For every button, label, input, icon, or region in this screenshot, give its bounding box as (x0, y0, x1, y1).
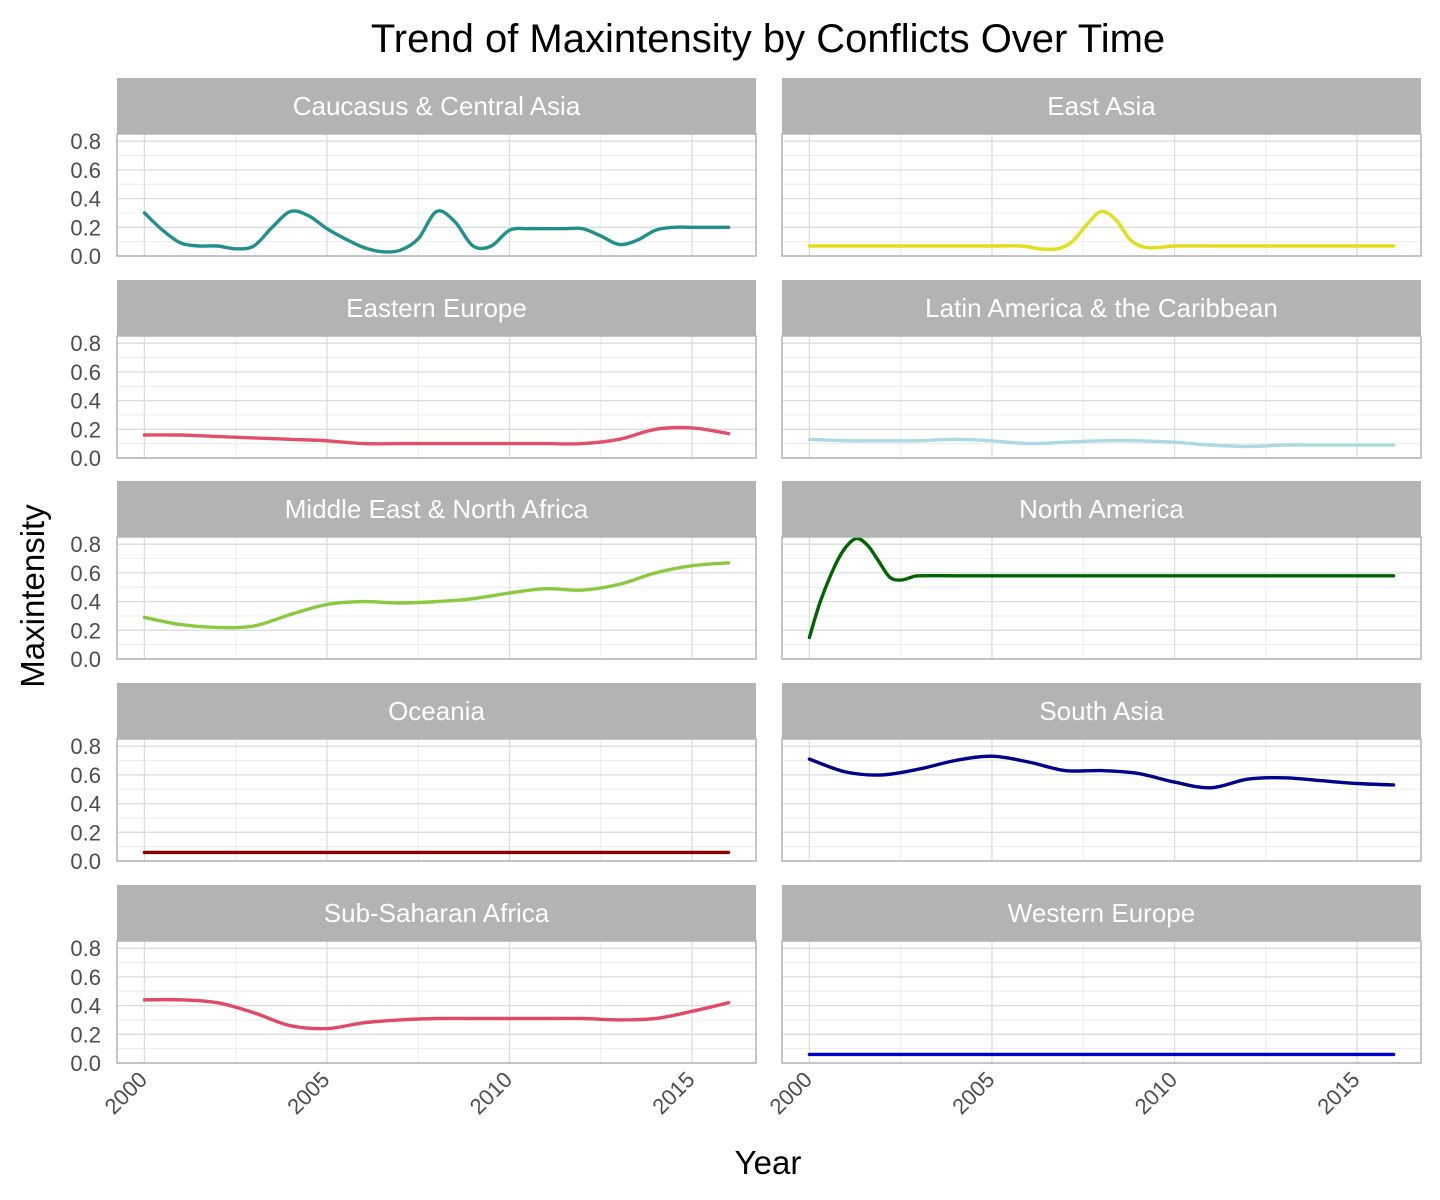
facet-strip (117, 683, 756, 739)
series-line-sub-saharan-africa (142, 997, 731, 1031)
facet-strip (782, 280, 1421, 336)
facet-strip-label: South Asia (1039, 696, 1164, 726)
y-tick-label: 0.8 (70, 936, 101, 961)
facet-panel-western-europe: Western Europe 2000 2005 2010 2015 (765, 885, 1422, 1119)
y-tick-label: 0.2 (70, 1022, 101, 1047)
panel-border (781, 335, 1422, 459)
facet-panel-eastern-europe: Eastern Europe 0.0 0.2 0.4 0.6 0.8 (70, 280, 757, 471)
panel-border (781, 940, 1422, 1064)
plot-background (117, 336, 756, 458)
series-line-east-asia (807, 209, 1396, 252)
y-tick-label: 0.0 (70, 849, 101, 874)
y-tick-label: 0.6 (70, 561, 101, 586)
facet-strip-label: Latin America & the Caribbean (925, 293, 1278, 323)
x-tick-label: 2010 (465, 1067, 517, 1119)
facet-panel-east-asia: East Asia (781, 78, 1422, 257)
y-tick-label: 0.0 (70, 647, 101, 672)
facet-strip (117, 78, 756, 134)
facet-strip-label: North America (1019, 494, 1184, 524)
series-line-caucasus-and-central-asia (142, 209, 731, 254)
y-tick-label: 0.4 (70, 187, 101, 212)
series-line-eastern-europe (142, 425, 731, 446)
facet-strip-label: East Asia (1047, 91, 1156, 121)
plot-background (782, 941, 1421, 1063)
y-tick-label: 0.0 (70, 244, 101, 269)
facet-strip-label: Middle East & North Africa (285, 494, 589, 524)
facet-panel-caucasus-and-central-asia: Caucasus & Central Asia 0.0 0.2 0.4 0.6 0.8 (70, 78, 757, 269)
chart-title: Trend of Maxintensity by Conflicts Over … (371, 17, 1165, 61)
series-line-north-america (807, 536, 1396, 640)
facet-strip-label: Western Europe (1008, 898, 1195, 928)
facet-strip (117, 481, 756, 537)
panel-border (781, 133, 1422, 257)
facet-panel-north-america: North America (781, 481, 1422, 660)
series-line-latin-america-and-the-caribbean (807, 437, 1396, 449)
x-tick-label: 2000 (100, 1067, 152, 1119)
plot-background (782, 134, 1421, 256)
facet-strip-label: Sub-Saharan Africa (324, 898, 550, 928)
y-tick-label: 0.8 (70, 129, 101, 154)
panel-border (116, 940, 757, 1064)
y-tick-label: 0.2 (70, 618, 101, 643)
facet-strip (782, 78, 1421, 134)
series-line-south-asia (807, 754, 1396, 790)
x-tick-label: 2010 (1130, 1067, 1182, 1119)
y-tick-label: 0.4 (70, 389, 101, 414)
y-tick-label: 0.6 (70, 763, 101, 788)
facet-strip (117, 885, 756, 941)
x-axis-title: Year (735, 1144, 802, 1181)
panel-border (781, 536, 1422, 660)
y-axis-title: Maxintensity (14, 504, 51, 688)
x-tick-label: 2000 (765, 1067, 817, 1119)
facet-strip (782, 481, 1421, 537)
x-tick-label: 2005 (282, 1067, 334, 1119)
panel-border (116, 536, 757, 660)
plot-background (117, 537, 756, 659)
y-tick-label: 0.2 (70, 417, 101, 442)
plot-background (117, 941, 756, 1063)
y-tick-label: 0.2 (70, 820, 101, 845)
facet-panel-latin-america-and-the-caribbean: Latin America & the Caribbean (781, 280, 1422, 459)
plot-background (117, 739, 756, 861)
facet-strip-label: Caucasus & Central Asia (293, 91, 581, 121)
plot-background (782, 537, 1421, 659)
plot-background (782, 739, 1421, 861)
x-tick-label: 2005 (947, 1067, 999, 1119)
y-tick-label: 0.6 (70, 360, 101, 385)
facet-strip (782, 683, 1421, 739)
facet-strip (782, 885, 1421, 941)
plot-background (782, 336, 1421, 458)
facet-strip-label: Oceania (388, 696, 485, 726)
panel-border (781, 738, 1422, 862)
y-tick-label: 0.8 (70, 734, 101, 759)
facet-panel-sub-saharan-africa: Sub-Saharan Africa 0.0 0.2 0.4 0.6 0.8 2000 200… (70, 885, 757, 1119)
panel-border (116, 738, 757, 862)
facet-panels: Caucasus & Central Asia0.00.20.40.60.8Ea… (70, 78, 1422, 1119)
facet-panel-south-asia: South Asia (781, 683, 1422, 862)
y-tick-label: 0.4 (70, 792, 101, 817)
x-tick-label: 2015 (647, 1067, 699, 1119)
y-tick-label: 0.8 (70, 331, 101, 356)
plot-background (117, 134, 756, 256)
y-tick-label: 0.0 (70, 446, 101, 471)
series-line-middle-east-and-north-africa (142, 561, 731, 630)
facet-strip-label: Eastern Europe (346, 293, 527, 323)
y-tick-label: 0.4 (70, 994, 101, 1019)
facet-panel-oceania: Oceania 0.0 0.2 0.4 0.6 0.8 (70, 683, 757, 874)
x-tick-label: 2015 (1312, 1067, 1364, 1119)
y-tick-label: 0.2 (70, 215, 101, 240)
facet-strip (117, 280, 756, 336)
y-tick-label: 0.6 (70, 158, 101, 183)
facet-panel-middle-east-and-north-africa: Middle East & North Africa 0.0 0.2 0.4 0.6 0.… (70, 481, 757, 672)
y-tick-label: 0.8 (70, 532, 101, 557)
y-tick-label: 0.6 (70, 965, 101, 990)
y-tick-label: 0.4 (70, 590, 101, 615)
panel-border (116, 133, 757, 257)
y-tick-label: 0.0 (70, 1051, 101, 1076)
panel-border (116, 335, 757, 459)
